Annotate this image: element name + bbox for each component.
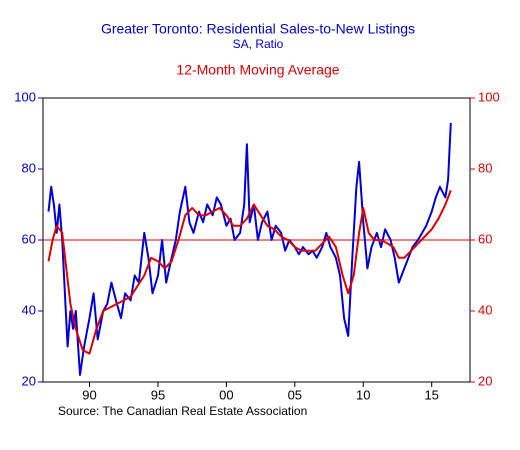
x-tick-label: 15	[424, 387, 438, 402]
y-tick-label: 60	[22, 231, 36, 246]
x-tick-label: 00	[219, 387, 233, 402]
chart-title: Greater Toronto: Residential Sales-to-Ne…	[101, 21, 415, 37]
y2-tick-label: 40	[478, 302, 492, 317]
x-tick-label: 10	[356, 387, 370, 402]
y2-tick-label: 60	[478, 231, 492, 246]
legend-label: 12-Month Moving Average	[176, 62, 339, 78]
y-tick-label: 20	[22, 373, 36, 388]
y2-tick-label: 80	[478, 160, 492, 175]
y-tick-label: 100	[14, 89, 36, 104]
x-tick-label: 95	[151, 387, 165, 402]
series-line	[47, 122, 452, 376]
chart-subtitle: SA, Ratio	[233, 37, 284, 51]
x-tick-label: 90	[82, 387, 96, 402]
y2-tick-label: 100	[478, 89, 500, 104]
x-tick-label: 05	[288, 387, 302, 402]
series-line	[47, 189, 452, 355]
y2-tick-label: 20	[478, 373, 492, 388]
y-tick-label: 80	[22, 160, 36, 175]
y-tick-label: 40	[22, 302, 36, 317]
source-note: Source: The Canadian Real Estate Associa…	[58, 404, 307, 418]
